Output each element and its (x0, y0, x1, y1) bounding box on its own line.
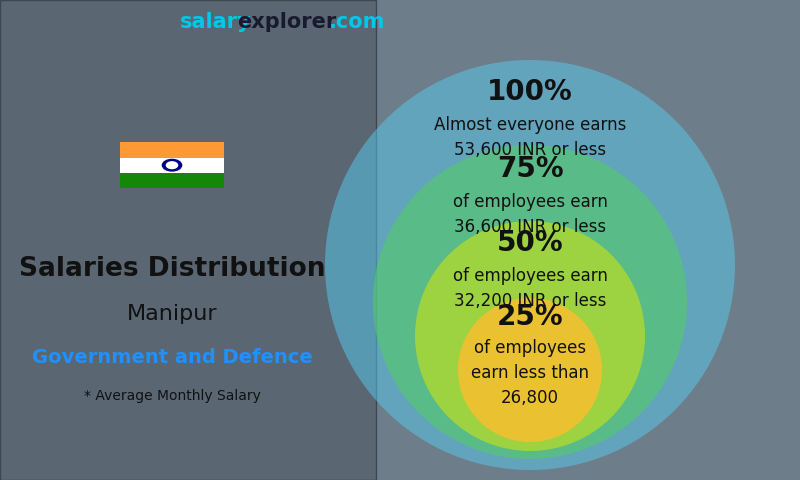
Text: salary: salary (180, 12, 252, 32)
Text: explorer: explorer (237, 12, 336, 32)
Text: of employees earn
36,600 INR or less: of employees earn 36,600 INR or less (453, 193, 607, 236)
FancyBboxPatch shape (120, 157, 224, 173)
FancyBboxPatch shape (0, 0, 376, 480)
FancyBboxPatch shape (120, 143, 224, 157)
Circle shape (373, 145, 687, 459)
Circle shape (325, 60, 735, 470)
Circle shape (166, 162, 178, 168)
Text: 50%: 50% (497, 229, 563, 257)
Text: Almost everyone earns
53,600 INR or less: Almost everyone earns 53,600 INR or less (434, 116, 626, 159)
Circle shape (458, 298, 602, 442)
FancyBboxPatch shape (120, 173, 224, 188)
Text: of employees
earn less than
26,800: of employees earn less than 26,800 (471, 339, 589, 407)
Text: 25%: 25% (497, 303, 563, 331)
Text: 75%: 75% (497, 155, 563, 183)
Text: Manipur: Manipur (126, 304, 218, 324)
Circle shape (415, 221, 645, 451)
Text: * Average Monthly Salary: * Average Monthly Salary (83, 389, 261, 403)
Text: 100%: 100% (487, 78, 573, 106)
Text: .com: .com (329, 12, 385, 32)
Circle shape (162, 159, 182, 171)
Text: Government and Defence: Government and Defence (32, 348, 312, 367)
Text: of employees earn
32,200 INR or less: of employees earn 32,200 INR or less (453, 267, 607, 310)
Text: Salaries Distribution: Salaries Distribution (18, 256, 326, 282)
